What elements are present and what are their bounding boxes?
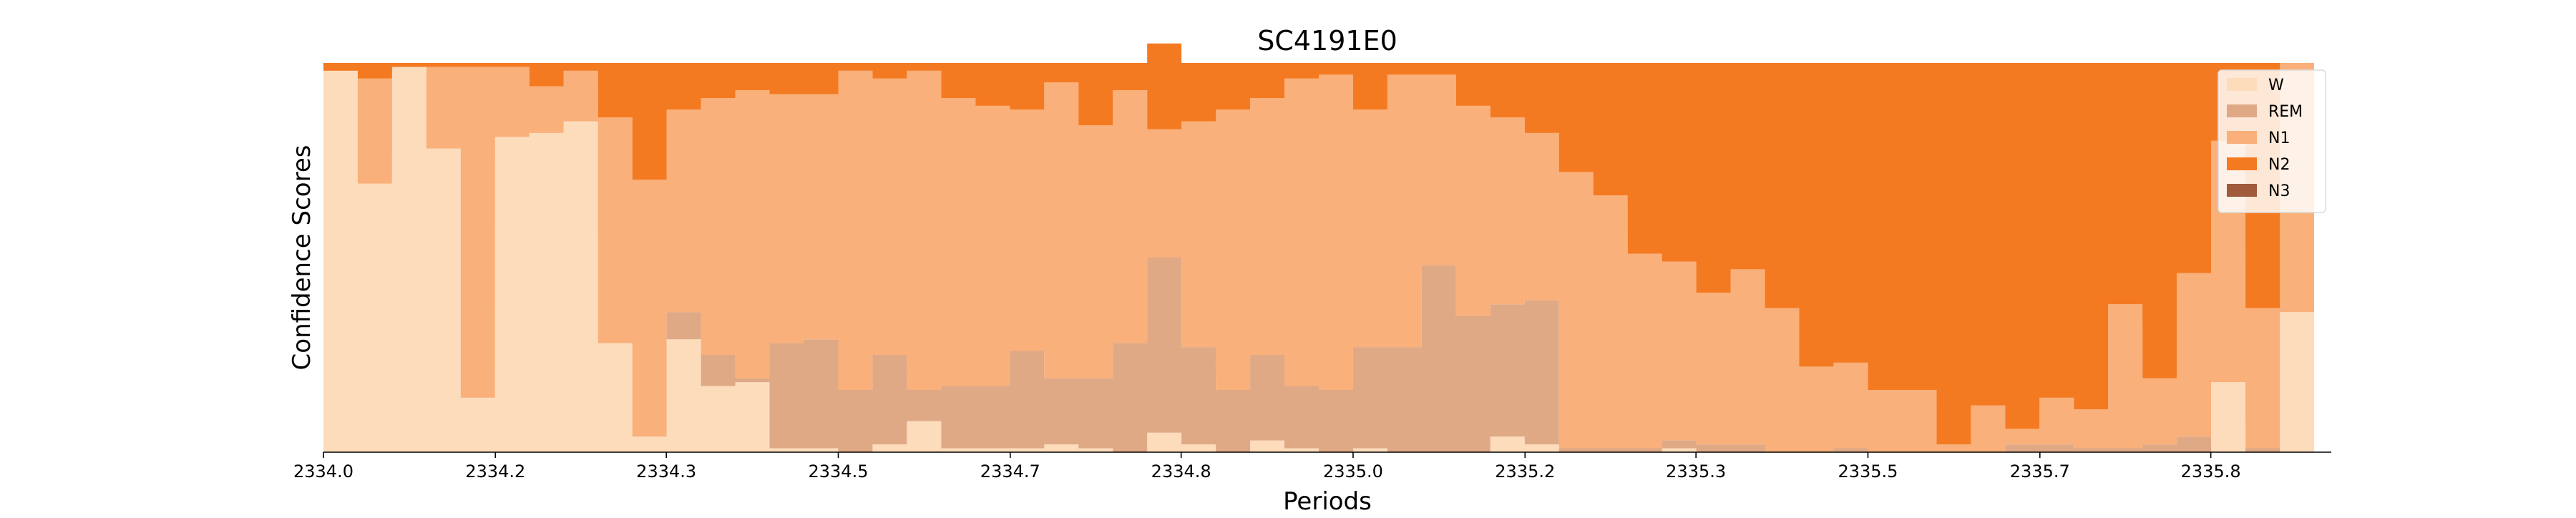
x-tick-label: 2334.7 (980, 461, 1040, 482)
legend-swatch (2227, 131, 2257, 144)
legend-label: N2 (2268, 156, 2290, 174)
legend: W REM N1 N2 N3 (2218, 69, 2326, 213)
series-n2 (323, 43, 2314, 445)
x-tick-label: 2334.3 (636, 461, 696, 482)
series-area-n1 (323, 63, 2314, 452)
legend-swatch (2227, 104, 2257, 117)
legend-item-w: W (2227, 77, 2284, 94)
legend-label: N1 (2268, 130, 2290, 147)
chart-title: SC4191E0 (1257, 25, 1397, 57)
legend-label: N3 (2268, 182, 2290, 200)
x-tick-label: 2334.8 (1151, 461, 1211, 482)
x-tick-label: 2335.0 (1323, 461, 1383, 482)
axes: 2334.0 2334.2 2334.3 2334.5 2334.7 2334.8 2335… (293, 451, 2331, 482)
x-tick-label: 2335.7 (2010, 461, 2070, 482)
legend-item-n2: N2 (2227, 156, 2290, 174)
x-tick-label: 2335.3 (1666, 461, 1726, 482)
legend-item-n3: N3 (2227, 182, 2290, 200)
y-axis-title: Confidence Scores (288, 145, 316, 371)
legend-swatch (2227, 78, 2257, 91)
legend-item-n1: N1 (2227, 130, 2290, 147)
legend-item-rem: REM (2227, 103, 2303, 121)
series-n1 (323, 63, 2314, 452)
x-axis-title: Periods (1283, 487, 1372, 515)
x-tick-label: 2334.5 (808, 461, 868, 482)
legend-swatch (2227, 157, 2257, 170)
x-tick-label: 2334.2 (465, 461, 525, 482)
legend-label: REM (2268, 103, 2303, 121)
legend-swatch (2227, 184, 2257, 197)
series-area-w (323, 67, 2314, 452)
x-tick-label: 2335.8 (2181, 461, 2241, 482)
x-tick-label: 2335.2 (1495, 461, 1555, 482)
legend-label: W (2268, 77, 2284, 94)
x-tick-label: 2335.5 (1838, 461, 1898, 482)
series-w (323, 67, 2314, 452)
plot-area (323, 43, 2331, 452)
series-rem (323, 67, 2314, 452)
series-area-n2 (323, 43, 2314, 445)
x-tick-label: 2334.0 (293, 461, 353, 482)
series-area-rem (323, 67, 2314, 452)
